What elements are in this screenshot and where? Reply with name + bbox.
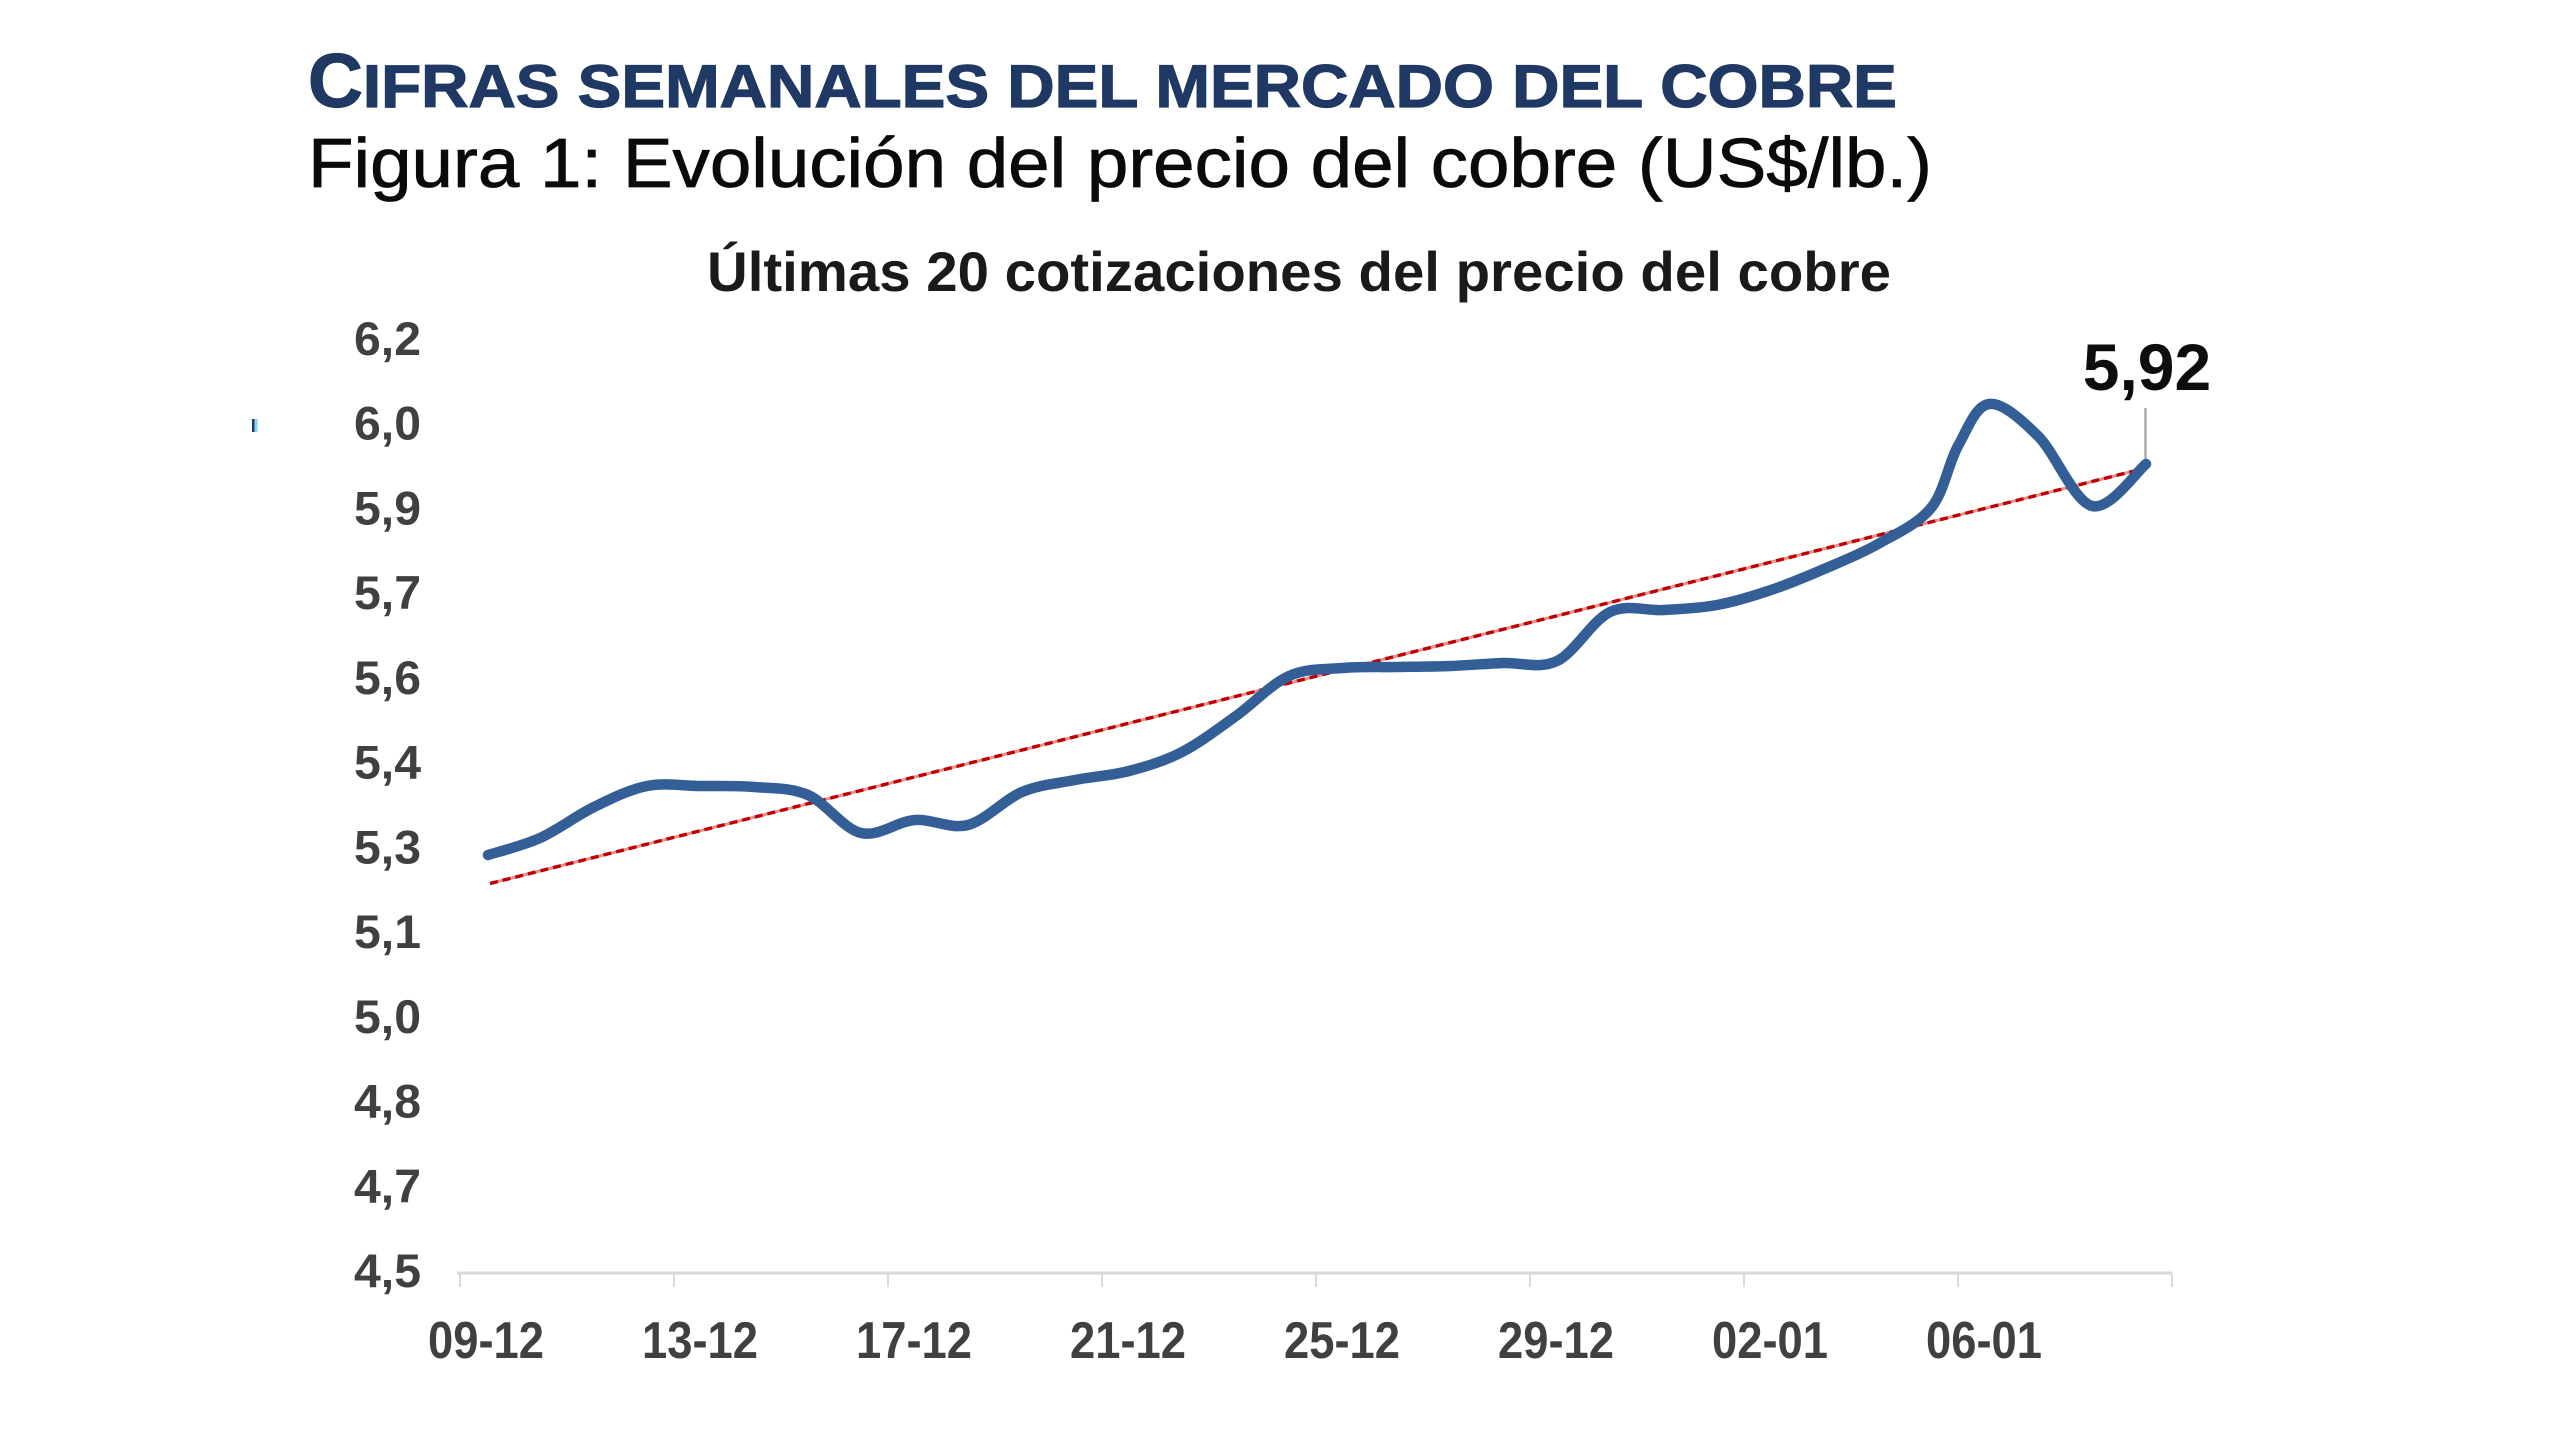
- svg-text:6,2: 6,2: [354, 312, 421, 365]
- svg-text:5,1: 5,1: [354, 905, 421, 958]
- svg-text:5,0: 5,0: [354, 990, 421, 1043]
- svg-text:5,92: 5,92: [2083, 330, 2211, 404]
- svg-text:17-12: 17-12: [856, 1312, 972, 1370]
- svg-text:4,7: 4,7: [354, 1159, 421, 1212]
- svg-text:5,7: 5,7: [354, 566, 421, 619]
- svg-text:06-01: 06-01: [1926, 1312, 2042, 1370]
- svg-text:25-12: 25-12: [1284, 1312, 1400, 1370]
- svg-text:02-01: 02-01: [1712, 1312, 1828, 1370]
- svg-text:Últimas 20 cotizaciones del pr: Últimas 20 cotizaciones del precio del c…: [707, 240, 1891, 303]
- svg-text:29-12: 29-12: [1498, 1312, 1614, 1370]
- svg-text:13-12: 13-12: [642, 1312, 758, 1370]
- svg-text:21-12: 21-12: [1070, 1312, 1186, 1370]
- svg-text:09-12: 09-12: [428, 1312, 544, 1370]
- svg-text:Figura 1: Evolución del precio: Figura 1: Evolución del precio del cobre…: [308, 124, 1932, 202]
- svg-text:5,4: 5,4: [354, 736, 421, 789]
- svg-text:5,9: 5,9: [354, 482, 421, 535]
- svg-text:5,6: 5,6: [354, 651, 421, 704]
- svg-text:CIFRAS SEMANALES DEL MERCADO D: CIFRAS SEMANALES DEL MERCADO DEL COBRE: [308, 39, 1897, 124]
- svg-text:5,3: 5,3: [354, 820, 421, 873]
- svg-text:4,5: 4,5: [354, 1244, 421, 1297]
- svg-text:6,0: 6,0: [354, 397, 421, 450]
- svg-text:4,8: 4,8: [354, 1075, 421, 1128]
